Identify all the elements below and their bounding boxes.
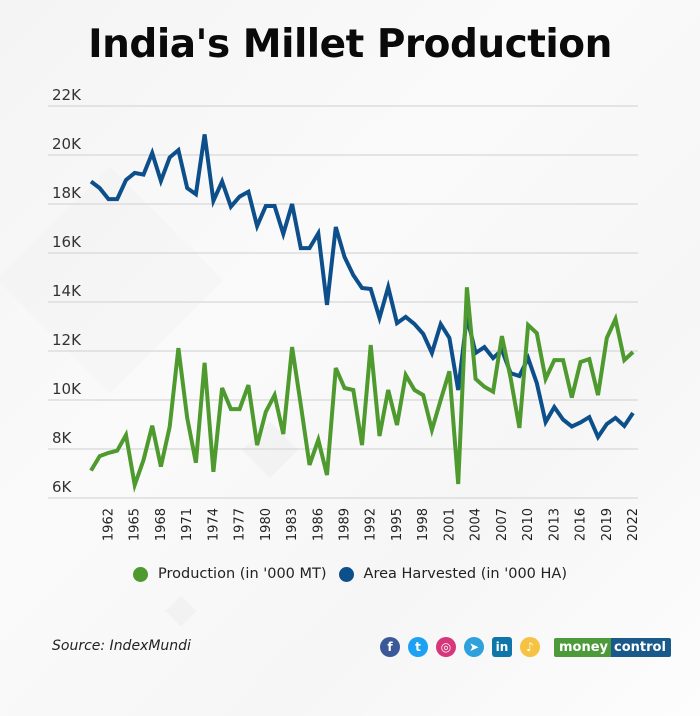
koo-icon[interactable]: ♪	[520, 637, 540, 657]
logo-control: control	[611, 637, 671, 657]
x-tick-label: 1998	[416, 508, 431, 541]
y-tick-label: 6K	[52, 478, 73, 496]
x-tick-label: 2019	[600, 508, 615, 541]
x-tick-label: 2013	[547, 508, 562, 541]
background-decoration	[165, 595, 196, 626]
chart-title: India's Millet Production	[88, 22, 612, 67]
legend-label-production: Production (in '000 MT)	[158, 566, 327, 582]
production-series-line	[89, 287, 635, 493]
x-tick-label: 1983	[285, 508, 300, 541]
legend: Production (in '000 MT) Area Harvested (…	[0, 566, 700, 582]
x-tick-label: 2001	[442, 508, 457, 541]
y-tick-label: 8K	[52, 429, 73, 447]
social-icons: f t ◎ ➤ in ♪ money control	[380, 637, 671, 657]
x-tick-label: 2010	[521, 508, 536, 541]
y-tick-label: 12K	[52, 331, 82, 349]
x-tick-label: 2022	[626, 508, 641, 541]
y-axis-ticks: 6K 8K 10K 12K 14K 16K 18K 20K 22K	[52, 86, 82, 496]
x-tick-label: 1974	[206, 508, 221, 541]
moneycontrol-logo[interactable]: money control	[554, 637, 671, 657]
area-legend-dot	[338, 566, 354, 582]
x-tick-label: 1965	[128, 508, 143, 541]
x-tick-label: 2016	[574, 508, 589, 541]
legend-label-area: Area Harvested (in '000 HA)	[363, 566, 567, 582]
x-tick-label: 1977	[233, 508, 248, 541]
x-tick-label: 2004	[469, 508, 484, 541]
y-tick-label: 16K	[52, 233, 82, 251]
x-tick-label: 1968	[154, 508, 169, 541]
telegram-icon[interactable]: ➤	[464, 637, 484, 657]
facebook-icon[interactable]: f	[380, 637, 400, 657]
legend-item-area: Area Harvested (in '000 HA)	[338, 566, 567, 582]
instagram-icon[interactable]: ◎	[436, 637, 456, 657]
y-tick-label: 10K	[52, 380, 82, 398]
x-tick-label: 1971	[180, 508, 195, 541]
gridlines	[48, 105, 638, 499]
area-harvested-series-line	[89, 134, 635, 442]
x-tick-label: 1995	[390, 508, 405, 541]
production-legend-dot	[133, 566, 148, 582]
source-note: Source: IndexMundi	[52, 638, 191, 654]
x-tick-label: 1986	[311, 508, 326, 541]
x-tick-label: 1980	[259, 508, 274, 541]
logo-money: money	[554, 637, 612, 657]
x-axis-ticks: 1962 1965 1968 1971 1974 1977 1980 1983 1986 1989…	[101, 508, 641, 541]
y-tick-label: 20K	[52, 135, 82, 153]
series-lines	[89, 134, 635, 493]
legend-item-production: Production (in '000 MT)	[133, 566, 327, 582]
y-tick-label: 14K	[52, 282, 82, 300]
linkedin-icon[interactable]: in	[492, 637, 512, 657]
x-tick-label: 1992	[364, 508, 379, 541]
x-tick-label: 1989	[338, 508, 353, 541]
twitter-icon[interactable]: t	[408, 637, 428, 657]
x-tick-label: 1962	[101, 508, 116, 541]
y-tick-label: 22K	[52, 86, 82, 104]
x-tick-label: 2007	[495, 508, 510, 541]
y-tick-label: 18K	[52, 184, 82, 202]
